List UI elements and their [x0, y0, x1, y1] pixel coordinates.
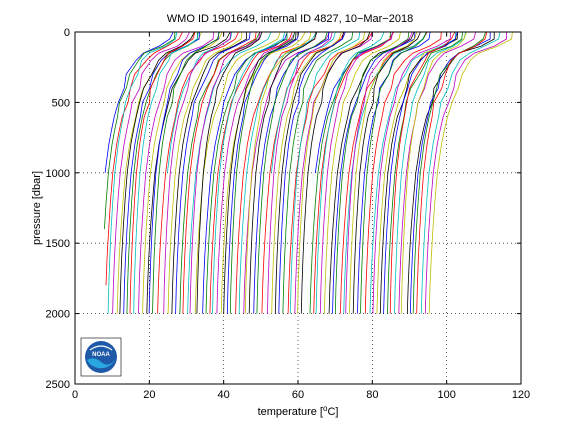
x-tick-label: 40 — [218, 389, 230, 401]
profile-line — [138, 31, 214, 314]
profile-line — [167, 31, 243, 314]
profile-line — [420, 31, 501, 314]
grid — [75, 32, 521, 384]
logo-text: NOAA — [92, 352, 110, 358]
profile-line — [182, 31, 257, 314]
profile-line — [194, 31, 281, 314]
x-axis-label: temperature [oC] — [258, 404, 339, 418]
profile-line — [189, 31, 261, 314]
profile-line — [238, 31, 317, 314]
profile-line — [416, 31, 488, 314]
x-tick-label: 0 — [72, 389, 78, 401]
profile-line — [235, 31, 316, 314]
profile-line — [271, 31, 342, 314]
profile-line — [297, 31, 366, 314]
y-axis-label: pressure [dbar] — [31, 171, 43, 245]
x-axis-label-pre: temperature [ — [258, 406, 323, 418]
y-tick-label: 2500 — [46, 379, 70, 391]
profile-line — [360, 31, 427, 314]
chart-title: WMO ID 1901649, internal ID 4827, 10−Mar… — [167, 13, 413, 25]
x-axis-label-sup: o — [323, 404, 328, 413]
profile-line — [328, 31, 415, 314]
profile-line — [334, 31, 410, 314]
logo-wave — [87, 358, 115, 369]
noaa-logo: NOAA — [80, 337, 122, 377]
y-tick-label: 2000 — [46, 309, 70, 321]
profile-line — [216, 31, 296, 314]
profile-line — [278, 31, 346, 314]
profile-line — [223, 31, 297, 314]
profile-line — [209, 31, 293, 314]
profile-line — [119, 31, 195, 314]
profile-line — [387, 31, 463, 314]
profile-line — [300, 31, 371, 314]
profile-line — [256, 31, 328, 314]
x-tick-label: 120 — [512, 389, 530, 401]
profile-line — [345, 31, 413, 314]
y-tick-label: 1500 — [46, 238, 70, 250]
x-tick-label: 60 — [292, 389, 304, 401]
profile-line — [229, 31, 296, 314]
profile-line — [349, 31, 418, 314]
x-tick-label: 20 — [143, 389, 155, 401]
profile-line — [319, 31, 393, 314]
profile-line — [148, 31, 220, 314]
x-tick-label: 100 — [437, 389, 455, 401]
profile-line — [352, 31, 421, 314]
profile-line — [364, 31, 442, 314]
profile-line — [428, 31, 513, 314]
profile-line — [274, 31, 344, 314]
profile-line — [389, 31, 456, 314]
profile-line — [212, 31, 285, 314]
profile-line — [248, 31, 318, 314]
y-tick-label: 0 — [64, 27, 70, 39]
series-layer — [104, 31, 513, 314]
profile-line — [129, 31, 196, 314]
ticks: 0 20 40 60 80 100 120 0 500 1000 1500 2000 2500 — [46, 27, 531, 401]
profile-line — [271, 31, 336, 173]
profile-line — [282, 31, 354, 314]
profile-line — [243, 31, 331, 314]
profile-line — [394, 31, 466, 314]
profile-line — [112, 31, 190, 314]
profile-line — [133, 31, 199, 314]
profile-line — [309, 31, 391, 314]
profile-line — [253, 31, 329, 314]
profile-line — [400, 31, 467, 314]
logo-arc — [89, 345, 113, 351]
profile-line — [343, 31, 427, 314]
profile-line — [332, 31, 416, 314]
profile-line — [424, 32, 507, 314]
x-tick-label: 80 — [366, 389, 378, 401]
profile-line — [324, 31, 401, 314]
profile-line — [163, 31, 232, 314]
profile-line — [107, 31, 178, 314]
profile-line — [104, 31, 176, 230]
profile-line — [372, 31, 451, 314]
profile-line — [289, 31, 361, 314]
y-tick-label: 500 — [52, 97, 70, 109]
profile-line — [123, 31, 200, 314]
x-axis-label-post: C] — [327, 406, 338, 418]
profile-line — [267, 31, 333, 314]
profile-line — [104, 31, 174, 173]
y-tick-label: 1000 — [46, 168, 70, 180]
profile-line — [244, 31, 312, 314]
profile-line — [146, 31, 231, 314]
profile-line — [315, 31, 385, 314]
profile-line — [196, 31, 263, 314]
profile-line — [175, 31, 251, 314]
profile-line — [171, 31, 248, 314]
profile-line — [152, 31, 220, 314]
profile-line — [105, 31, 183, 286]
profile-line — [376, 31, 458, 314]
